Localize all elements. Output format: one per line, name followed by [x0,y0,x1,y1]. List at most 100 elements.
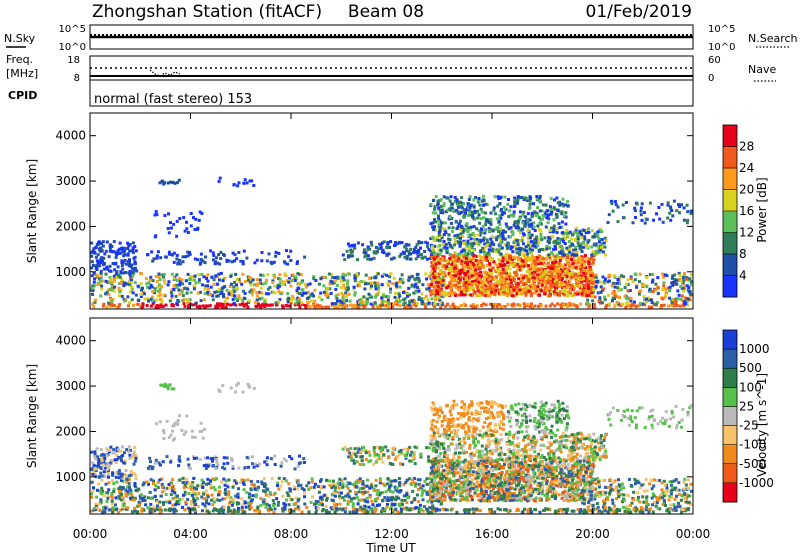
heatmap-cell [517,508,520,512]
heatmap-cell [294,275,298,279]
heatmap-cell [405,242,409,246]
heatmap-cell [318,503,322,507]
heatmap-cell [472,198,476,202]
heatmap-cell [209,249,213,253]
heatmap-cell [197,218,201,222]
heatmap-cell [380,510,383,513]
heatmap-cell [511,233,515,237]
heatmap-cell [143,499,147,502]
heatmap-cell [109,269,113,273]
heatmap-cell [507,286,511,290]
heatmap-cell [487,277,491,281]
heatmap-cell [525,270,529,274]
heatmap-cell [487,248,491,252]
heatmap-cell [666,216,670,220]
heatmap-cell [548,228,552,232]
heatmap-cell [465,265,469,269]
heatmap-cell [458,200,462,204]
heatmap-cell [489,219,493,223]
heatmap-cell [587,291,591,294]
heatmap-cell [554,212,558,216]
heatmap-cell [527,207,531,211]
heatmap-cell [583,255,587,259]
heatmap-cell [171,478,175,482]
heatmap-cell [330,273,334,277]
heatmap-cell [686,210,690,214]
heatmap-cell [554,287,558,291]
heatmap-cell [489,218,493,221]
heatmap-cell [475,227,479,231]
heatmap-cell [181,260,185,264]
heatmap-cell [145,304,149,307]
heatmap-cell [578,510,582,514]
heatmap-cell [452,254,456,257]
heatmap-cell [90,495,94,499]
heatmap-cell [242,488,246,492]
heatmap-cell [336,276,340,280]
heatmap-cell [586,302,590,305]
heatmap-cell [176,262,180,266]
heatmap-cell [584,271,588,275]
heatmap-cell [579,291,583,295]
heatmap-cell [363,248,366,252]
heatmap-cell [175,273,179,277]
heatmap-cell [444,283,448,287]
heatmap-cell [115,276,119,280]
heatmap-cell [353,279,357,283]
heatmap-cell [439,224,443,228]
heatmap-cell [197,280,201,284]
heatmap-cell [217,278,221,282]
heatmap-cell [158,506,162,510]
heatmap-cell [579,247,583,251]
heatmap-cell [192,287,196,291]
heatmap-cell [519,257,523,261]
heatmap-cell [277,251,281,255]
heatmap-cell [496,268,499,272]
heatmap-cell [501,211,505,214]
heatmap-cell [634,216,637,219]
heatmap-cell [209,285,213,289]
heatmap-cell [151,279,155,283]
heatmap-cell [588,281,592,285]
heatmap-cell [578,229,582,233]
heatmap-cell [456,253,460,257]
heatmap-cell [351,510,355,514]
heatmap-cell [565,228,569,232]
heatmap-cell [131,510,134,514]
heatmap-cell [125,480,129,484]
heatmap-cell [518,210,522,214]
heatmap-cell [304,285,308,289]
heatmap-cell [267,292,271,296]
heatmap-cell [549,212,553,216]
heatmap-cell [468,213,472,217]
heatmap-cell [454,259,458,263]
heatmap-cell [162,293,166,297]
heatmap-cell [346,279,350,283]
heatmap-cell [359,302,363,306]
heatmap-cell [280,291,284,295]
heatmap-cell [448,253,452,256]
heatmap-cell [253,508,257,512]
heatmap-cell [102,494,106,498]
heatmap-cell [103,510,107,514]
heatmap-cell [159,285,163,288]
heatmap-cell [574,250,578,254]
heatmap-cell [258,304,262,308]
heatmap-cell [241,262,245,266]
heatmap-cell [621,203,625,207]
heatmap-cell [488,261,492,265]
heatmap-cell [447,291,451,295]
heatmap-cell [200,272,204,276]
heatmap-cell [520,267,524,271]
heatmap-cell [332,484,336,488]
heatmap-cell [477,213,481,217]
heatmap-cell [556,237,560,240]
heatmap-cell [526,510,530,514]
heatmap-cell [215,282,219,286]
heatmap-cell [601,301,604,305]
heatmap-cell [568,244,572,248]
heatmap-cell [536,224,540,228]
heatmap-cell [355,510,358,514]
heatmap-cell [215,477,218,481]
heatmap-cell [584,266,588,269]
